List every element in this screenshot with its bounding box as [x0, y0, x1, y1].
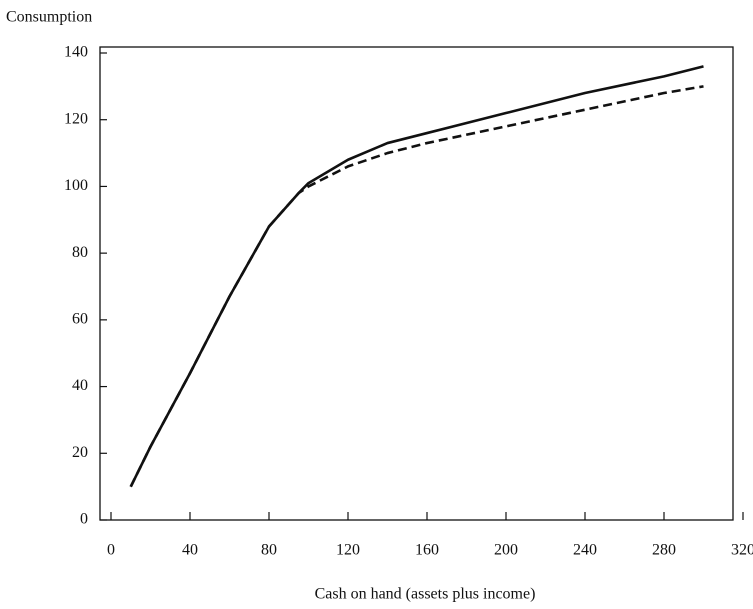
x-tick-label: 240: [573, 542, 597, 559]
y-tick-label: 40: [72, 377, 88, 394]
x-tick-label: 120: [336, 542, 360, 559]
plot-frame: [99, 46, 734, 521]
y-tick-label: 60: [72, 311, 88, 328]
y-axis-title: Consumption: [6, 9, 92, 26]
y-tick-label: 0: [80, 511, 88, 528]
x-tick-label: 40: [182, 542, 198, 559]
x-tick-label: 160: [415, 542, 439, 559]
y-tick-label: 20: [72, 444, 88, 461]
y-tick-label: 100: [64, 177, 88, 194]
line-series: [129, 85, 704, 488]
x-tick-label: 80: [261, 542, 277, 559]
x-tick-label: 280: [652, 542, 676, 559]
y-tick-label: 120: [64, 110, 88, 127]
y-tick-label: 80: [72, 244, 88, 261]
x-tick-label: 0: [107, 542, 115, 559]
x-tick-label: 320: [731, 542, 753, 559]
x-tick-label: 200: [494, 542, 518, 559]
x-axis-title: Cash on hand (assets plus income): [315, 586, 536, 603]
line-series: [129, 65, 704, 488]
y-tick-label: 140: [64, 44, 88, 61]
